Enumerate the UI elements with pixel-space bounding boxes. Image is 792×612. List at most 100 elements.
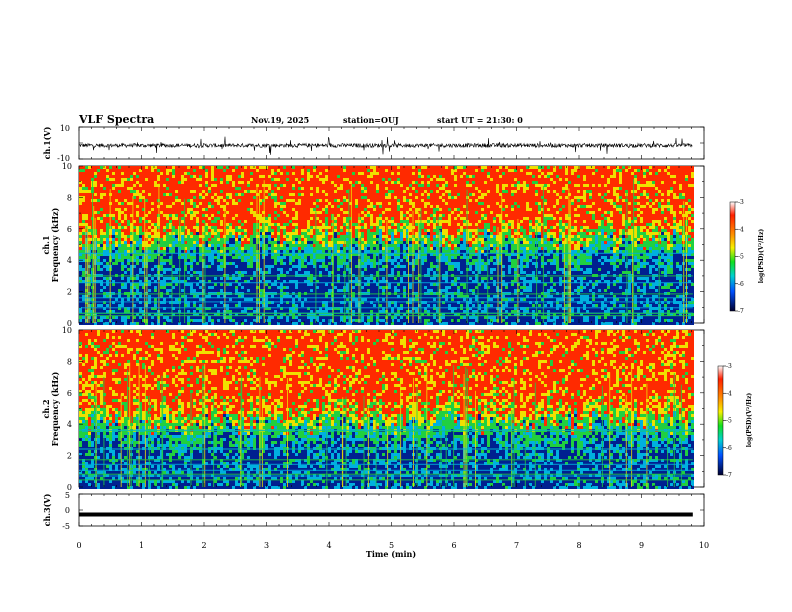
spectrogram-cell: [322, 247, 325, 250]
spectrogram-cell: [331, 199, 334, 202]
spectrogram-cell: [340, 193, 343, 196]
spectrogram-cell: [133, 211, 136, 214]
spectrogram-cell: [133, 181, 136, 184]
spectrogram-cell: [232, 196, 235, 199]
spectrogram-cell: [100, 322, 103, 325]
spectrogram-cell: [160, 265, 163, 268]
spectrogram-cell: [115, 316, 118, 319]
spectrogram-cell: [121, 235, 124, 238]
spectrogram-cell: [178, 202, 181, 205]
spectrogram-cell: [196, 208, 199, 211]
spectrogram-cell: [154, 229, 157, 232]
spectrogram-cell: [268, 205, 271, 208]
spectrogram-cell: [211, 322, 214, 325]
spectrogram-cell: [106, 316, 109, 319]
spectrogram-cell: [163, 298, 166, 301]
spectrogram-cell: [319, 310, 322, 313]
spectrogram-cell: [160, 172, 163, 175]
spectrogram-cell: [265, 262, 268, 265]
spectrogram-cell: [343, 178, 346, 181]
spectrogram-cell: [127, 175, 130, 178]
spectrogram-cell: [178, 187, 181, 190]
spectrogram-cell: [163, 235, 166, 238]
spectrogram-cell: [274, 232, 277, 235]
spectrogram-cell: [289, 175, 292, 178]
spectrogram-cell: [226, 217, 229, 220]
spectrogram-cell: [148, 283, 151, 286]
spectrogram-cell: [163, 214, 166, 217]
spectrogram-cell: [244, 175, 247, 178]
spectrogram-cell: [175, 277, 178, 280]
spectrogram-cell: [97, 259, 100, 262]
spectrogram-cell: [79, 319, 82, 322]
spectrogram-cell: [277, 250, 280, 253]
spectrogram-cell: [322, 196, 325, 199]
spectrogram-cell: [103, 268, 106, 271]
spectrogram-cell: [244, 283, 247, 286]
spectrogram-cell: [340, 304, 343, 307]
spectrogram-cell: [328, 289, 331, 292]
spectrogram-cell: [217, 196, 220, 199]
spectrogram-cell: [310, 298, 313, 301]
spectrogram-cell: [265, 220, 268, 223]
spectrogram-cell: [112, 298, 115, 301]
spectrogram-cell: [247, 220, 250, 223]
spectrogram-cell: [199, 319, 202, 322]
spectrogram-cell: [337, 310, 340, 313]
spectrogram-cell: [172, 172, 175, 175]
spectrogram-cell: [337, 322, 340, 325]
spectrogram-cell: [214, 232, 217, 235]
spectrogram-cell: [250, 232, 253, 235]
spectrogram-cell: [187, 259, 190, 262]
spectrogram-cell: [226, 304, 229, 307]
spectrogram-cell: [265, 304, 268, 307]
spectrogram-cell: [217, 217, 220, 220]
spectrogram-cell: [115, 199, 118, 202]
spectrogram-cell: [286, 184, 289, 187]
spectrogram-cell: [187, 244, 190, 247]
spectrogram-cell: [283, 265, 286, 268]
spectrogram-cell: [190, 298, 193, 301]
spectrogram-cell: [250, 202, 253, 205]
spectrogram-cell: [121, 256, 124, 259]
spectrogram-cell: [82, 241, 85, 244]
spectrogram-cell: [286, 244, 289, 247]
spectrogram-cell: [247, 316, 250, 319]
spectrogram-cell: [160, 196, 163, 199]
spectrogram-cell: [328, 310, 331, 313]
spectrogram-cell: [232, 310, 235, 313]
spectrogram-cell: [106, 298, 109, 301]
spectrogram-cell: [325, 271, 328, 274]
spectrogram-cell: [286, 241, 289, 244]
spectrogram-cell: [106, 244, 109, 247]
spectrogram-cell: [181, 199, 184, 202]
spectrogram-cell: [199, 262, 202, 265]
spectrogram-cell: [220, 289, 223, 292]
spectrogram-cell: [208, 247, 211, 250]
spectrogram-cell: [265, 241, 268, 244]
spectrogram-cell: [82, 244, 85, 247]
spectrogram-cell: [133, 241, 136, 244]
spectrogram-cell: [328, 226, 331, 229]
spectrogram-cell: [250, 217, 253, 220]
spectrogram-cell: [295, 205, 298, 208]
spectrogram-cell: [115, 283, 118, 286]
spectrogram-cell: [166, 181, 169, 184]
spectrogram-cell: [340, 205, 343, 208]
spectrogram-cell: [247, 250, 250, 253]
spectrogram-cell: [178, 178, 181, 181]
spectrogram-cell: [223, 181, 226, 184]
spectrogram-cell: [274, 217, 277, 220]
spectrogram-cell: [280, 205, 283, 208]
spectrogram-cell: [235, 172, 238, 175]
spectrogram-cell: [319, 178, 322, 181]
spectrogram-cell: [208, 166, 211, 169]
spectrogram-cell: [151, 298, 154, 301]
spectrogram-cell: [169, 190, 172, 193]
spectrogram-cell: [331, 181, 334, 184]
spectrogram-cell: [244, 184, 247, 187]
spectrogram-cell: [241, 283, 244, 286]
spectrogram-cell: [238, 322, 241, 325]
spectrogram-cell: [289, 316, 292, 319]
spectrogram-cell: [187, 193, 190, 196]
